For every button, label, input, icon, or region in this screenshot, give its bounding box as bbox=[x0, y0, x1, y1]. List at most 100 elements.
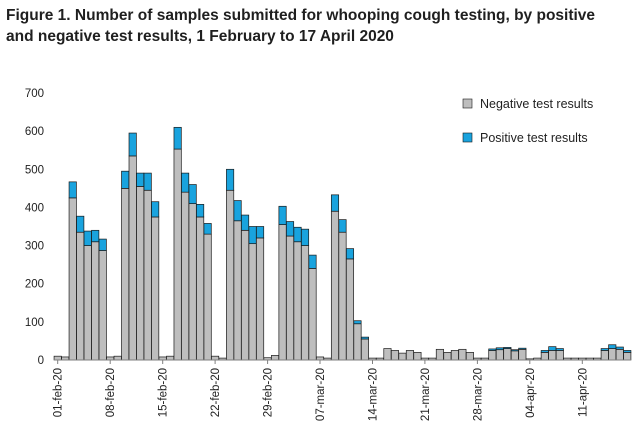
bar-negative bbox=[608, 348, 617, 361]
bar-negative bbox=[308, 268, 317, 361]
bar-negative bbox=[495, 349, 504, 361]
x-tick-label: 14-mar-20 bbox=[368, 368, 380, 421]
bar-negative bbox=[360, 338, 369, 361]
bar-positive bbox=[503, 347, 512, 349]
bar-negative bbox=[76, 231, 85, 361]
bar-positive bbox=[181, 172, 190, 193]
bar-positive bbox=[286, 221, 295, 237]
bar-positive bbox=[510, 349, 519, 352]
bar-negative bbox=[188, 203, 197, 361]
legend-label: Negative test results bbox=[480, 97, 593, 111]
bar-positive bbox=[121, 170, 130, 189]
x-tick-label: 15-feb-20 bbox=[158, 368, 170, 417]
y-tick-label: 500 bbox=[25, 164, 44, 176]
bar-negative bbox=[136, 186, 145, 361]
bar-positive bbox=[353, 320, 362, 325]
x-tick-label: 22-feb-20 bbox=[210, 368, 222, 417]
bar-positive bbox=[241, 214, 250, 231]
bar-negative bbox=[143, 189, 152, 361]
bar-negative bbox=[83, 245, 92, 361]
bar-negative bbox=[226, 189, 235, 361]
bar-negative bbox=[98, 250, 107, 361]
bar-negative bbox=[271, 355, 280, 361]
bar-negative bbox=[128, 155, 137, 361]
bar-negative bbox=[211, 355, 220, 361]
bar-positive bbox=[345, 248, 355, 260]
bar-negative bbox=[256, 237, 265, 361]
bar-positive bbox=[518, 347, 527, 350]
bar-positive bbox=[623, 350, 632, 353]
bar-negative bbox=[113, 355, 122, 361]
bar-positive bbox=[226, 168, 235, 191]
bar-negative bbox=[91, 241, 100, 361]
bar-negative bbox=[540, 352, 549, 361]
bar-positive bbox=[76, 215, 85, 233]
bar-negative bbox=[488, 350, 497, 361]
bar-positive bbox=[615, 346, 624, 350]
bar-positive bbox=[540, 350, 549, 353]
bar-negative bbox=[286, 235, 295, 361]
bar-negative bbox=[555, 350, 564, 361]
y-tick-label: 200 bbox=[25, 279, 44, 291]
bar-negative bbox=[458, 348, 467, 361]
x-tick-label: 07-mar-20 bbox=[315, 368, 327, 421]
bar-positive bbox=[128, 132, 137, 157]
bar-negative bbox=[548, 350, 557, 361]
bar-negative bbox=[248, 243, 257, 361]
bar-positive bbox=[256, 226, 265, 239]
bar-negative bbox=[330, 210, 340, 361]
bar-positive bbox=[136, 172, 145, 187]
bar-positive bbox=[203, 223, 212, 235]
bar-positive bbox=[233, 200, 242, 222]
bar-negative bbox=[166, 355, 175, 361]
x-axis: 01-feb-20 08-feb-20 15-feb-20 22-feb-20 29-f… bbox=[53, 359, 631, 421]
bar-positive bbox=[495, 347, 504, 351]
plot-area bbox=[53, 126, 632, 361]
bar-positive bbox=[196, 204, 205, 218]
x-tick-label: 01-feb-20 bbox=[53, 368, 65, 417]
y-tick-label: 700 bbox=[25, 88, 44, 100]
bar-negative bbox=[465, 352, 474, 361]
bar-negative bbox=[623, 352, 632, 361]
y-tick-label: 100 bbox=[25, 317, 44, 329]
bar-negative bbox=[173, 148, 182, 361]
bar-negative bbox=[203, 233, 212, 361]
bar-negative bbox=[413, 352, 422, 361]
bar-positive bbox=[278, 205, 287, 225]
bar-negative bbox=[398, 352, 407, 361]
bar-negative bbox=[450, 350, 459, 361]
legend-label: Positive test results bbox=[480, 131, 588, 145]
bar-positive bbox=[330, 194, 340, 212]
bar-negative bbox=[151, 216, 160, 361]
bar-negative bbox=[345, 258, 355, 361]
bar-negative bbox=[121, 188, 130, 361]
bar-positive bbox=[188, 184, 197, 204]
legend-swatch bbox=[462, 132, 473, 143]
x-tick-label: 04-apr-20 bbox=[525, 368, 537, 418]
bar-positive bbox=[360, 336, 369, 340]
bar-negative bbox=[241, 229, 250, 361]
bar-negative bbox=[383, 348, 392, 361]
bar-positive bbox=[98, 238, 107, 251]
bar-negative bbox=[181, 191, 190, 361]
bar-negative bbox=[301, 245, 310, 361]
bar-positive bbox=[248, 226, 257, 245]
chart-title: Figure 1. Number of samples submitted fo… bbox=[6, 7, 596, 45]
bar-positive bbox=[488, 348, 497, 351]
bar-positive bbox=[301, 228, 310, 246]
bar-positive bbox=[151, 201, 160, 218]
bar-negative bbox=[353, 323, 362, 361]
bar-negative bbox=[390, 350, 399, 361]
bar-positive bbox=[91, 229, 100, 243]
y-tick-label: 600 bbox=[25, 126, 44, 138]
bar-positive bbox=[68, 181, 77, 199]
bar-positive bbox=[600, 348, 609, 351]
bar-positive bbox=[83, 230, 92, 246]
bar-negative bbox=[293, 241, 302, 361]
bar-negative bbox=[503, 348, 512, 361]
bar-negative bbox=[615, 348, 624, 361]
bar-negative bbox=[233, 220, 242, 361]
bar-negative bbox=[518, 348, 527, 361]
bar-positive bbox=[555, 348, 564, 351]
